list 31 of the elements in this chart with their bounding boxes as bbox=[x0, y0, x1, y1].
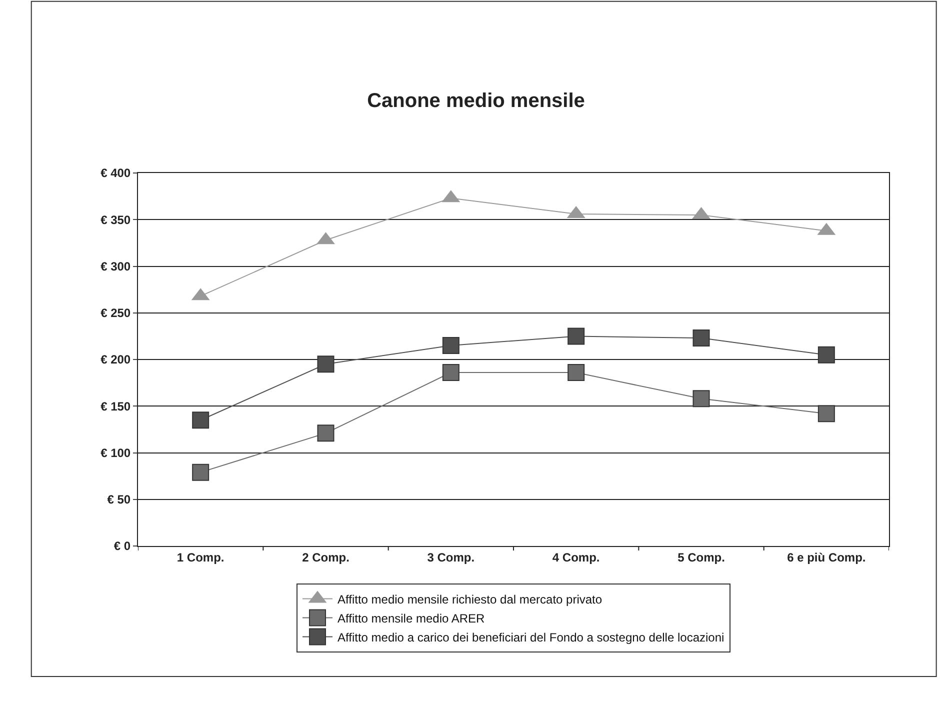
x-tick-label: 3 Comp. bbox=[427, 550, 475, 564]
y-tick-label: € 200 bbox=[100, 352, 131, 367]
point bbox=[317, 356, 334, 373]
legend-label: Affitto medio a carico dei beneficiari del Fondo a sostegno delle locazioni bbox=[338, 630, 724, 644]
y-tick-label: € 400 bbox=[100, 166, 131, 180]
x-tick-label: 2 Comp. bbox=[302, 550, 350, 564]
point bbox=[442, 364, 460, 382]
y-tick-label: € 150 bbox=[100, 399, 131, 414]
point bbox=[692, 390, 710, 408]
point bbox=[568, 364, 585, 382]
y-tick-label: € 350 bbox=[100, 212, 131, 227]
chart-title: Canone medio mensile bbox=[367, 90, 585, 112]
y-tick-label: € 50 bbox=[107, 492, 131, 507]
y-tick-label: € 300 bbox=[100, 259, 131, 274]
y-tick-label: € 0 bbox=[114, 539, 131, 554]
x-tick-label: 6 e più Comp. bbox=[787, 550, 866, 564]
point bbox=[818, 346, 835, 364]
x-tick-label: 4 Comp. bbox=[552, 550, 600, 564]
y-tick-label: € 100 bbox=[100, 446, 131, 460]
x-tick-label: 5 Comp. bbox=[678, 550, 725, 564]
x-tick-label: 1 Comp. bbox=[176, 550, 224, 564]
point bbox=[568, 328, 585, 345]
point bbox=[442, 337, 460, 354]
y-tick-label: € 250 bbox=[100, 306, 131, 320]
legend-label: Affitto medio mensile richiesto dal mercato privato bbox=[338, 592, 602, 606]
point bbox=[192, 464, 210, 481]
point bbox=[317, 424, 334, 442]
legend-label: Affitto mensile medio ARER bbox=[338, 611, 486, 626]
point bbox=[192, 412, 210, 429]
point bbox=[818, 405, 835, 422]
point bbox=[692, 330, 710, 347]
